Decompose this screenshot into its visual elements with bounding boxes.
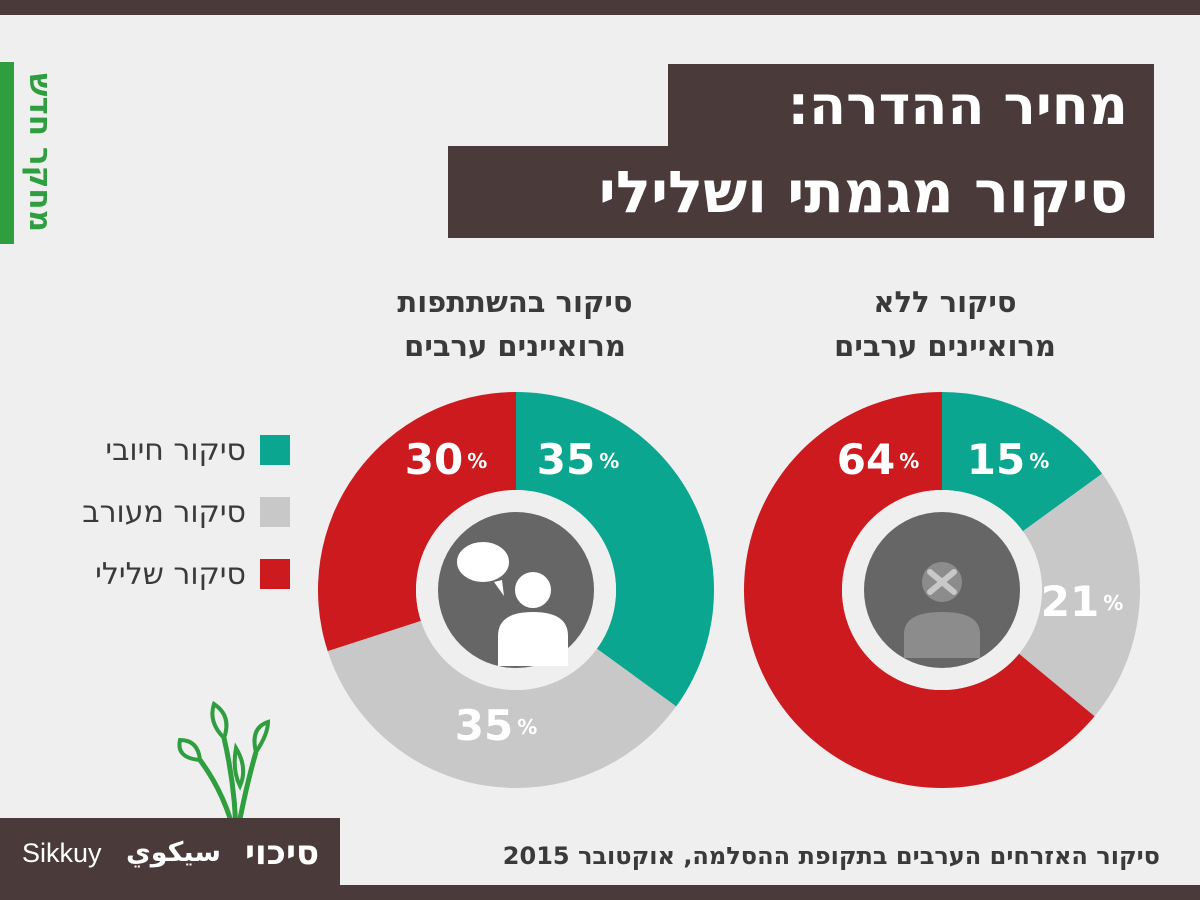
footer-caption: סיקור האזרחים הערבים בתקופת ההסלמה, אוקט… <box>502 842 1160 870</box>
chart-heading-with-arab-interviewees: סיקור בהשתתפות מרואיינים ערבים <box>340 280 690 368</box>
data-label-positive: 35% <box>537 435 620 484</box>
bottom-bar <box>0 885 1200 900</box>
speech-bubbles-person-icon <box>453 538 568 666</box>
logo-hebrew-text: סיכוי <box>245 833 320 873</box>
logo-latin-text: Sikkuy <box>22 838 102 868</box>
data-label-negative: 30% <box>405 435 488 484</box>
legend-item-mixed: סיקור מעורב <box>40 492 290 532</box>
chart-heading-line1: סיקור בהשתתפות <box>397 285 633 319</box>
chart-heading-without-arab-interviewees: סיקור ללא מרואיינים ערבים <box>770 280 1120 368</box>
legend-item-positive: סיקור חיובי <box>40 430 290 470</box>
data-label-mixed: 21% <box>1041 577 1124 626</box>
side-tag-label: מחקר חדש <box>22 73 58 233</box>
donut-slice-negative <box>317 391 516 652</box>
legend-label-mixed: סיקור מעורב <box>82 494 246 530</box>
legend-label-negative: סיקור שלילי <box>95 556 246 592</box>
side-tag-bar <box>0 62 14 244</box>
legend-label-positive: סיקור חיובי <box>105 432 246 468</box>
logo-box <box>0 818 340 888</box>
legend-swatch-negative <box>260 559 290 589</box>
page-title-line2: סיקור מגמתי ושלילי <box>448 146 1154 238</box>
legend-swatch-positive <box>260 435 290 465</box>
data-label-mixed: 35% <box>455 701 538 750</box>
silenced-person-icon <box>904 562 980 658</box>
legend-item-negative: סיקור שלילי <box>40 554 290 594</box>
donut-slice-positive <box>516 392 714 707</box>
legend: סיקור חיובי סיקור מעורב סיקור שלילי <box>40 430 290 616</box>
chart-heading-line2: מרואיינים ערבים <box>834 329 1056 363</box>
page-title-line1: מחיר ההדרה: <box>668 64 1154 148</box>
donut-slice-positive <box>942 392 1103 532</box>
data-label-positive: 15% <box>967 435 1050 484</box>
logo-arabic-text: سيكوي <box>126 837 221 868</box>
top-bar <box>0 0 1200 15</box>
donut-slice-mixed <box>1019 473 1141 717</box>
chart-heading-line2: מרואיינים ערבים <box>404 329 626 363</box>
data-label-negative: 64% <box>837 435 920 484</box>
donut-chart-without-arab-interviewees: 15 % 21 % 64% <box>744 392 1141 788</box>
chart-heading-line1: סיקור ללא <box>873 285 1017 319</box>
donut-slice-mixed <box>327 620 677 788</box>
donut-slice-negative <box>744 392 1095 788</box>
legend-swatch-mixed <box>260 497 290 527</box>
